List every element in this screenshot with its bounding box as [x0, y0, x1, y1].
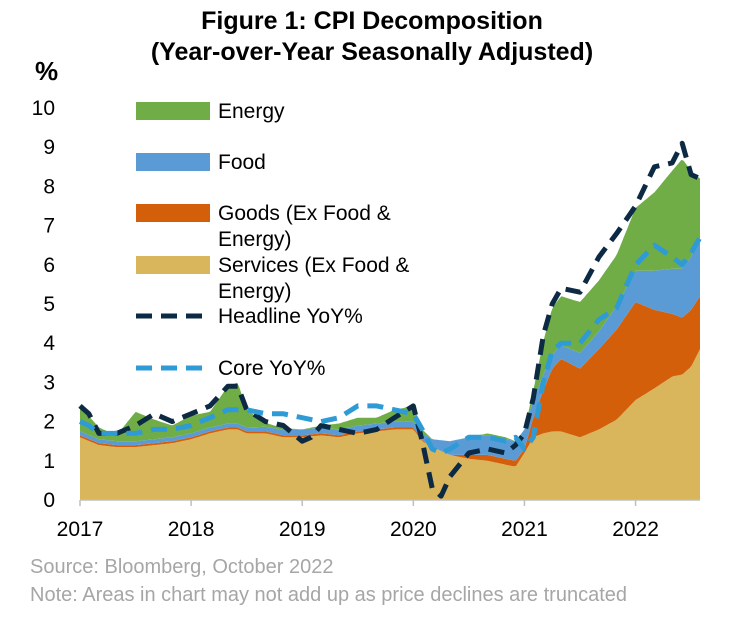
line-layer	[78, 140, 703, 499]
legend-swatch-services-ex-food-energy	[136, 256, 210, 274]
y-tick-label: 3	[43, 371, 55, 394]
line-core-yoy	[78, 236, 703, 456]
chart-plot: % 0 1 2 3 4 5 6 7 8 9 10 2017 2018 2019 2020 2021 2022 E…	[32, 56, 703, 541]
y-tick-label: 6	[43, 254, 55, 277]
area-energy	[80, 159, 700, 442]
y-tick-label: 0	[43, 489, 55, 512]
x-tick-label: 2022	[612, 518, 659, 541]
x-tick-label: 2021	[501, 518, 548, 541]
y-tick-label: 1	[43, 450, 55, 473]
chart-title-line1: Figure 1: CPI Decomposition	[201, 7, 543, 35]
y-tick-label: 5	[43, 293, 55, 316]
y-tick-label: 10	[32, 97, 55, 120]
x-tick-label: 2017	[57, 518, 104, 541]
x-tick-label: 2018	[168, 518, 215, 541]
area-goods-ex-food-energy	[80, 296, 700, 467]
legend-swatch-food	[136, 153, 210, 171]
y-axis-unit-label: %	[35, 56, 58, 86]
legend-label-energy: Energy	[218, 100, 285, 123]
y-tick-label: 2	[43, 411, 55, 434]
legend-swatch-goods-ex-food-energy	[136, 204, 210, 222]
x-tick-label: 2019	[279, 518, 326, 541]
chart-title-line2: (Year-over-Year Seasonally Adjusted)	[150, 38, 594, 66]
axes-layer: 0 1 2 3 4 5 6 7 8 9 10 2017 2018 2019 2020 2021 2022	[32, 97, 700, 541]
footnote: Note: Areas in chart may not add up as p…	[30, 584, 628, 606]
y-tick-label: 9	[43, 136, 55, 159]
source-note: Source: Bloomberg, October 2022	[30, 556, 334, 578]
y-tick-label: 7	[43, 215, 55, 238]
legend-label-services-ex-food-energy: Services (Ex Food & Energy)	[218, 254, 415, 303]
legend-label-food: Food	[218, 151, 266, 174]
legend: Energy Food Goods (Ex Food & Energy)Servic…	[136, 100, 415, 380]
y-tick-label: 4	[43, 332, 55, 355]
legend-swatch-energy	[136, 102, 210, 120]
area-services-ex-food-energy	[80, 349, 700, 500]
legend-label-core-yoy: Core YoY%	[218, 357, 325, 380]
area-layer	[80, 159, 700, 500]
legend-label-headline-yoy: Headline YoY%	[218, 305, 363, 328]
legend-label-goods-ex-food-energy: Goods (Ex Food & Energy)	[218, 202, 397, 251]
x-tick-label: 2020	[390, 518, 437, 541]
y-tick-label: 8	[43, 175, 55, 198]
